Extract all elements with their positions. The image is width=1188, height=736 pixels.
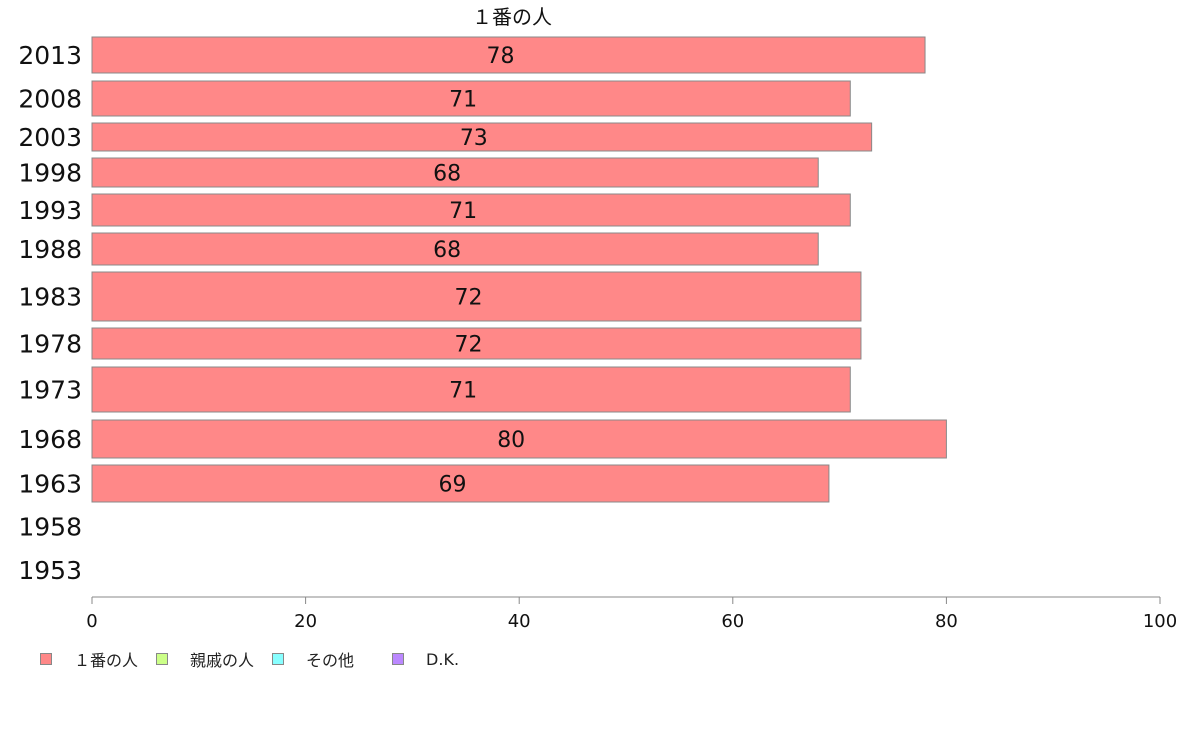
bar-1978 bbox=[91, 327, 862, 360]
y-tick-label-1973: 1973 bbox=[18, 376, 82, 405]
legend-swatch-dk bbox=[392, 653, 405, 665]
x-axis: 0 20 40 60 80 100 bbox=[86, 596, 1177, 632]
bar-2013 bbox=[91, 36, 926, 74]
bar-value-label-1963: 69 bbox=[438, 473, 466, 498]
legend-swatch-first-person bbox=[40, 653, 52, 665]
x-tick-label-40: 40 bbox=[508, 611, 531, 632]
legend-label-first-person: １番の人 bbox=[74, 651, 139, 670]
y-tick-label-2008: 2008 bbox=[18, 85, 82, 114]
x-tick-label-80: 80 bbox=[935, 611, 958, 632]
legend-item-relatives: 親戚の人 bbox=[156, 647, 254, 671]
y-tick-label-1953: 1953 bbox=[18, 556, 82, 585]
y-tick-label-2003: 2003 bbox=[18, 123, 82, 152]
bar-value-label-1978: 72 bbox=[454, 333, 482, 358]
legend-item-first-person: １番の人 bbox=[40, 647, 138, 671]
x-tick-label-60: 60 bbox=[721, 611, 744, 632]
legend-swatch-relatives bbox=[156, 653, 169, 665]
legend-item-dk: D.K. bbox=[392, 650, 459, 669]
y-tick-label-1988: 1988 bbox=[18, 235, 82, 264]
bar-value-label-1968: 80 bbox=[497, 428, 525, 453]
legend-item-other: その他 bbox=[272, 647, 354, 671]
bar-value-label-2003: 73 bbox=[460, 126, 488, 151]
y-tick-label-1963: 1963 bbox=[18, 470, 82, 499]
legend-label-relatives: 親戚の人 bbox=[190, 651, 255, 670]
y-tick-label-1958: 1958 bbox=[18, 513, 82, 542]
bar-2003 bbox=[91, 122, 873, 152]
bar-value-label-1983: 72 bbox=[454, 286, 482, 311]
bars-group: 78 71 73 68 71 68 72 72 71 80 69 bbox=[91, 36, 947, 503]
x-tick-label-0: 0 bbox=[86, 611, 97, 632]
bar-1993 bbox=[91, 193, 851, 227]
x-tick-label-20: 20 bbox=[294, 611, 317, 632]
bar-1973 bbox=[91, 366, 851, 413]
y-tick-label-1968: 1968 bbox=[18, 425, 82, 454]
chart-canvas: １番の人 78 71 73 68 71 68 72 72 71 80 69 2013 2008 2003… bbox=[18, 5, 1177, 632]
y-tick-label-1993: 1993 bbox=[18, 196, 82, 225]
y-tick-label-2013: 2013 bbox=[18, 41, 82, 70]
y-tick-label-1983: 1983 bbox=[18, 283, 82, 312]
bar-1983 bbox=[91, 271, 862, 322]
x-tick-label-100: 100 bbox=[1143, 611, 1177, 632]
series-header-label: １番の人 bbox=[472, 5, 552, 29]
y-axis-labels: 2013 2008 2003 1998 1993 1988 1983 1978 1973 1968… bbox=[18, 41, 82, 585]
bar-value-label-2008: 71 bbox=[449, 88, 477, 113]
bar-2008 bbox=[91, 80, 851, 117]
bar-1998 bbox=[91, 157, 819, 188]
bar-value-label-1998: 68 bbox=[433, 162, 461, 187]
legend-label-dk: D.K. bbox=[426, 649, 460, 669]
y-tick-label-1978: 1978 bbox=[18, 330, 82, 359]
y-tick-label-1998: 1998 bbox=[18, 159, 82, 188]
bar-1968 bbox=[91, 419, 947, 459]
bar-value-label-2013: 78 bbox=[487, 44, 515, 69]
bar-value-label-1993: 71 bbox=[449, 199, 477, 224]
bar-1988 bbox=[91, 232, 819, 266]
legend: １番の人 親戚の人 その他 D.K. bbox=[40, 648, 477, 670]
bar-1963 bbox=[91, 464, 830, 503]
bar-value-label-1973: 71 bbox=[449, 379, 477, 404]
legend-swatch-other bbox=[272, 653, 285, 665]
bar-value-label-1988: 68 bbox=[433, 238, 461, 263]
legend-label-other: その他 bbox=[306, 651, 355, 670]
